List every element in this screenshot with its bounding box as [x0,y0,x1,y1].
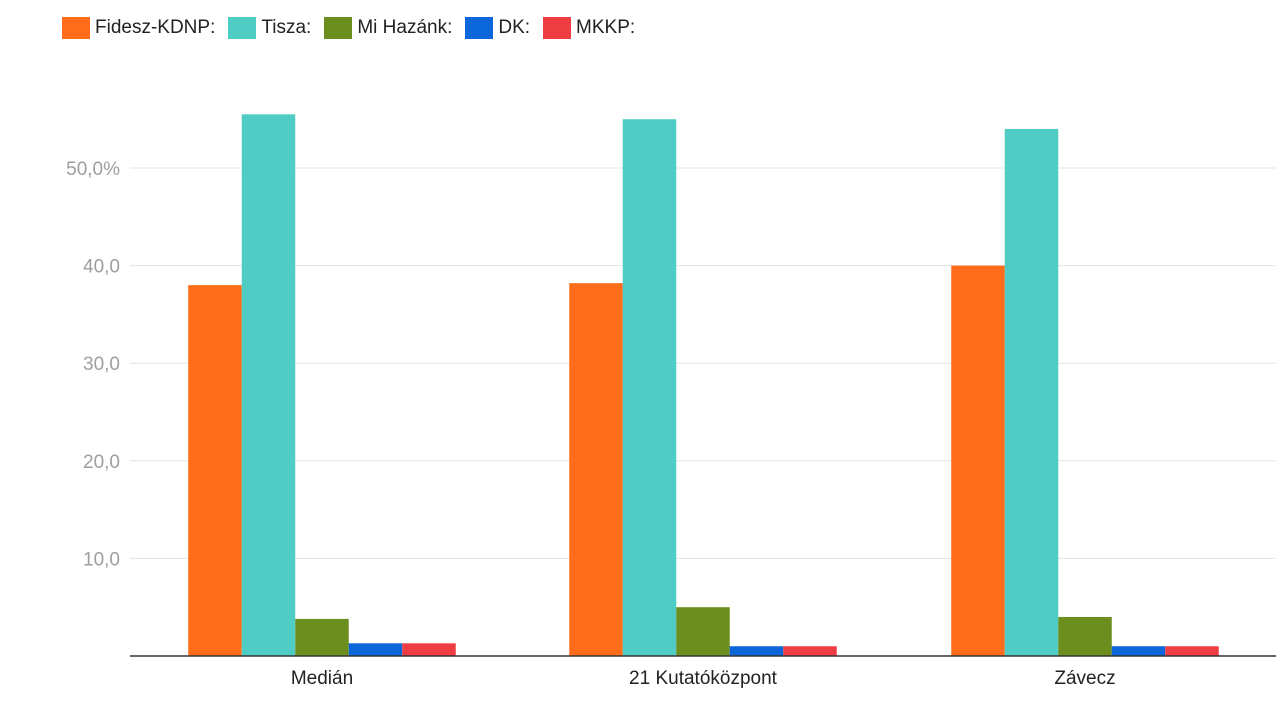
legend-item-1: Tisza: [228,17,311,39]
x-category-label: 21 Kutatóközpont [629,668,778,689]
legend-label: Fidesz-KDNP: [95,17,216,38]
y-tick-label: 10,0 [83,549,120,570]
bar [729,646,784,656]
legend-swatch [324,17,353,39]
bar [569,283,623,656]
legend-item-0: Fidesz-KDNP: [62,17,215,39]
bar [1111,646,1166,656]
bar [348,643,403,656]
x-category-label: Závecz [1054,668,1115,689]
legend-swatch [543,17,572,39]
legend-label: Tisza: [261,17,312,38]
legend-item-2: Mi Hazánk: [324,17,452,39]
chart-legend: Fidesz-KDNP: Tisza: Mi Hazánk: DK: MKKP: [62,14,648,42]
bar [402,643,456,656]
bar [676,607,730,656]
legend-swatch [465,17,494,39]
legend-label: MKKP: [576,17,636,38]
bar [241,114,296,656]
y-tick-label: 20,0 [83,452,120,473]
y-tick-label: 40,0 [83,257,120,278]
legend-item-3: DK: [465,17,530,39]
bar [295,618,349,656]
legend-swatch [62,17,90,39]
bar [1165,646,1219,656]
y-tick-label: 50,0% [66,159,120,180]
legend-label: Mi Hazánk: [357,17,453,38]
bar [1058,616,1112,656]
legend-swatch [228,17,257,39]
bar [622,119,677,656]
legend-label: DK: [498,17,531,38]
bar [951,265,1005,656]
bar [188,285,242,656]
bar [783,646,837,656]
legend-item-4: MKKP: [543,17,635,39]
x-category-label: Medián [291,668,353,689]
bar [1004,128,1059,656]
y-tick-label: 30,0 [83,354,120,375]
